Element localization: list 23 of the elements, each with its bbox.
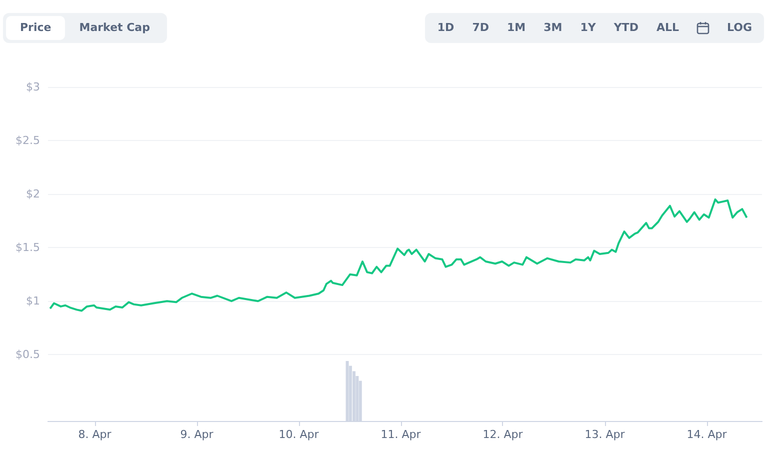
x-tick-label: 8. Apr [78,428,112,441]
text: 1M [506,20,527,36]
text: Market Cap [78,20,151,36]
y-tick-label: $0.5 [16,348,40,362]
text: LOG [726,20,753,36]
text: ALL [655,20,680,36]
x-tick-label: 13. Apr [584,428,626,441]
text: 1D [436,20,456,36]
x-tick-label: 14. Apr [686,428,728,441]
x-tick-label: 9. Apr [180,428,214,441]
text: YTD [612,20,640,36]
y-tick-label: $1 [26,294,40,308]
text: 3M [542,20,564,36]
y-tick-label: $3 [26,80,40,94]
y-tick-label: $1.5 [16,241,40,254]
y-tick-label: $2.5 [16,134,40,148]
x-tick-label: 10. Apr [278,428,320,441]
x-tick-label: 11. Apr [380,428,422,441]
x-tick-label: 12. Apr [482,428,524,441]
y-tick-label: $2 [26,188,40,201]
text: 1Y [579,20,597,36]
text: Price [6,16,66,40]
text: 7D [471,20,490,36]
